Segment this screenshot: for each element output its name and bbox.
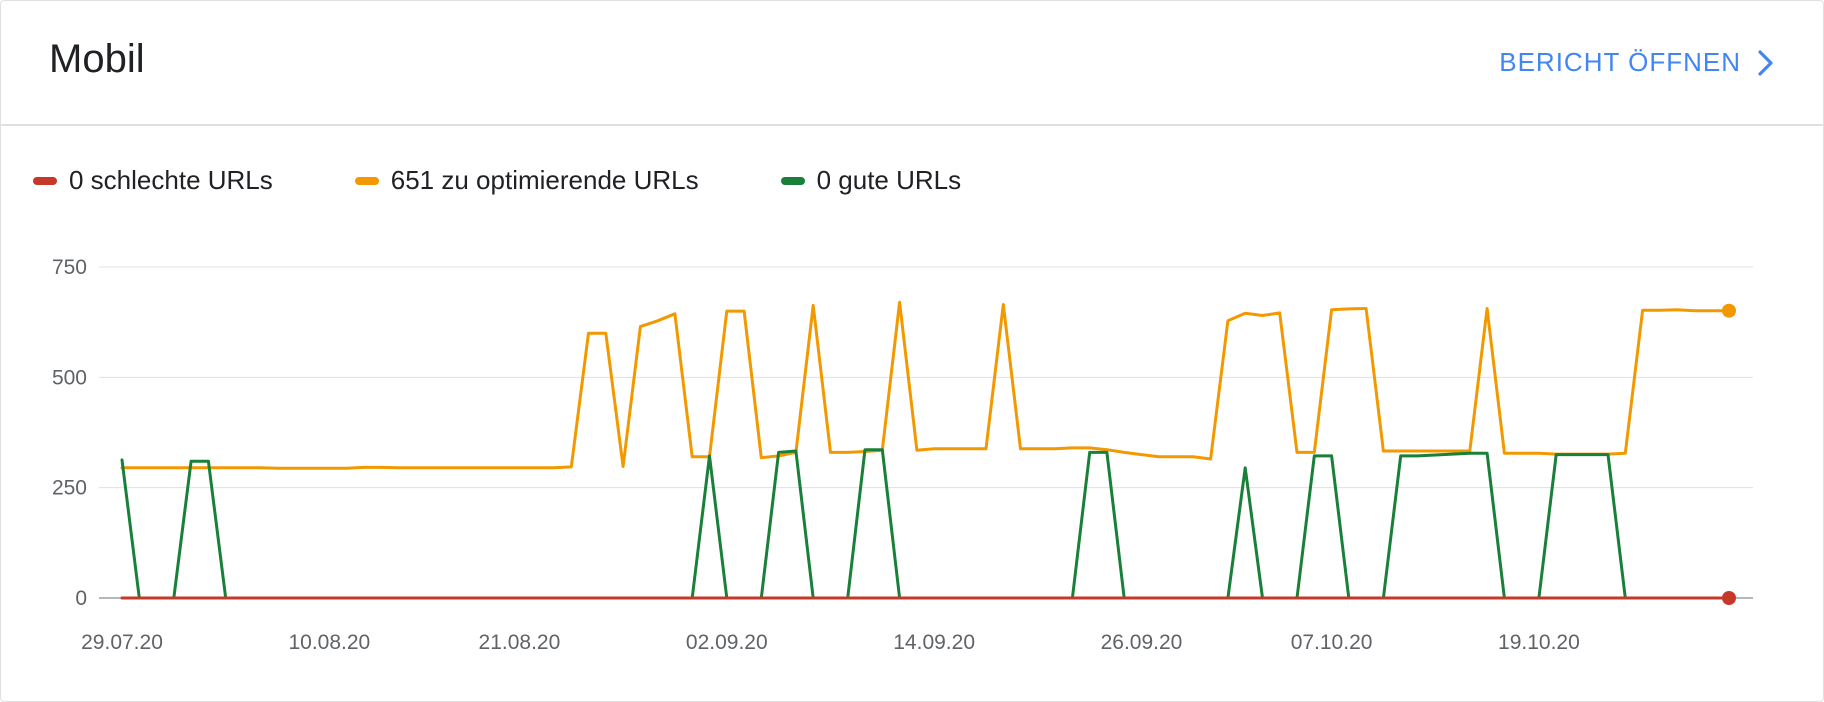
series-end-point-needs-improvement: [1722, 303, 1736, 318]
y-tick-label: 250: [52, 477, 87, 500]
x-tick-label: 10.08.20: [288, 631, 370, 654]
page-title: Mobil: [49, 37, 145, 81]
open-report-button[interactable]: BERICHT ÖFFNEN: [1499, 47, 1777, 78]
legend-swatch-poor: [33, 176, 57, 185]
open-report-label: BERICHT ÖFFNEN: [1499, 47, 1741, 77]
x-tick-label: 19.10.20: [1498, 631, 1580, 654]
legend-swatch-needs-improvement: [354, 176, 379, 185]
series-line-needs-improvement: [120, 300, 1731, 470]
legend-item-good[interactable]: 0 gute URLs: [780, 165, 962, 196]
x-tick-label: 02.09.20: [686, 631, 768, 654]
series-line-good: [120, 448, 1731, 600]
card-header: Mobil BERICHT ÖFFNEN: [1, 1, 1823, 126]
legend-item-needs-improvement[interactable]: 651 zu optimierende URLs: [354, 165, 699, 196]
legend-swatch-good: [780, 176, 805, 185]
y-tick-label: 750: [52, 256, 87, 279]
legend-label-good: 0 gute URLs: [816, 165, 962, 195]
series-end-point-poor: [1722, 591, 1736, 605]
x-tick-label: 07.10.20: [1291, 631, 1373, 654]
x-tick-label: 29.07.20: [81, 631, 163, 654]
x-tick-label: 21.08.20: [479, 631, 561, 654]
y-tick-label: 500: [52, 366, 87, 389]
x-tick-label: 14.09.20: [893, 631, 975, 654]
chevron-right-icon: [1758, 49, 1773, 76]
y-tick-label: 0: [75, 587, 87, 610]
chart-legend: 0 schlechte URLs 651 zu optimierende URL…: [33, 165, 1043, 196]
legend-item-poor[interactable]: 0 schlechte URLs: [33, 165, 273, 196]
legend-label-poor: 0 schlechte URLs: [69, 165, 273, 195]
legend-label-needs-improvement: 651 zu optimierende URLs: [390, 165, 699, 195]
x-tick-label: 26.09.20: [1101, 631, 1183, 654]
